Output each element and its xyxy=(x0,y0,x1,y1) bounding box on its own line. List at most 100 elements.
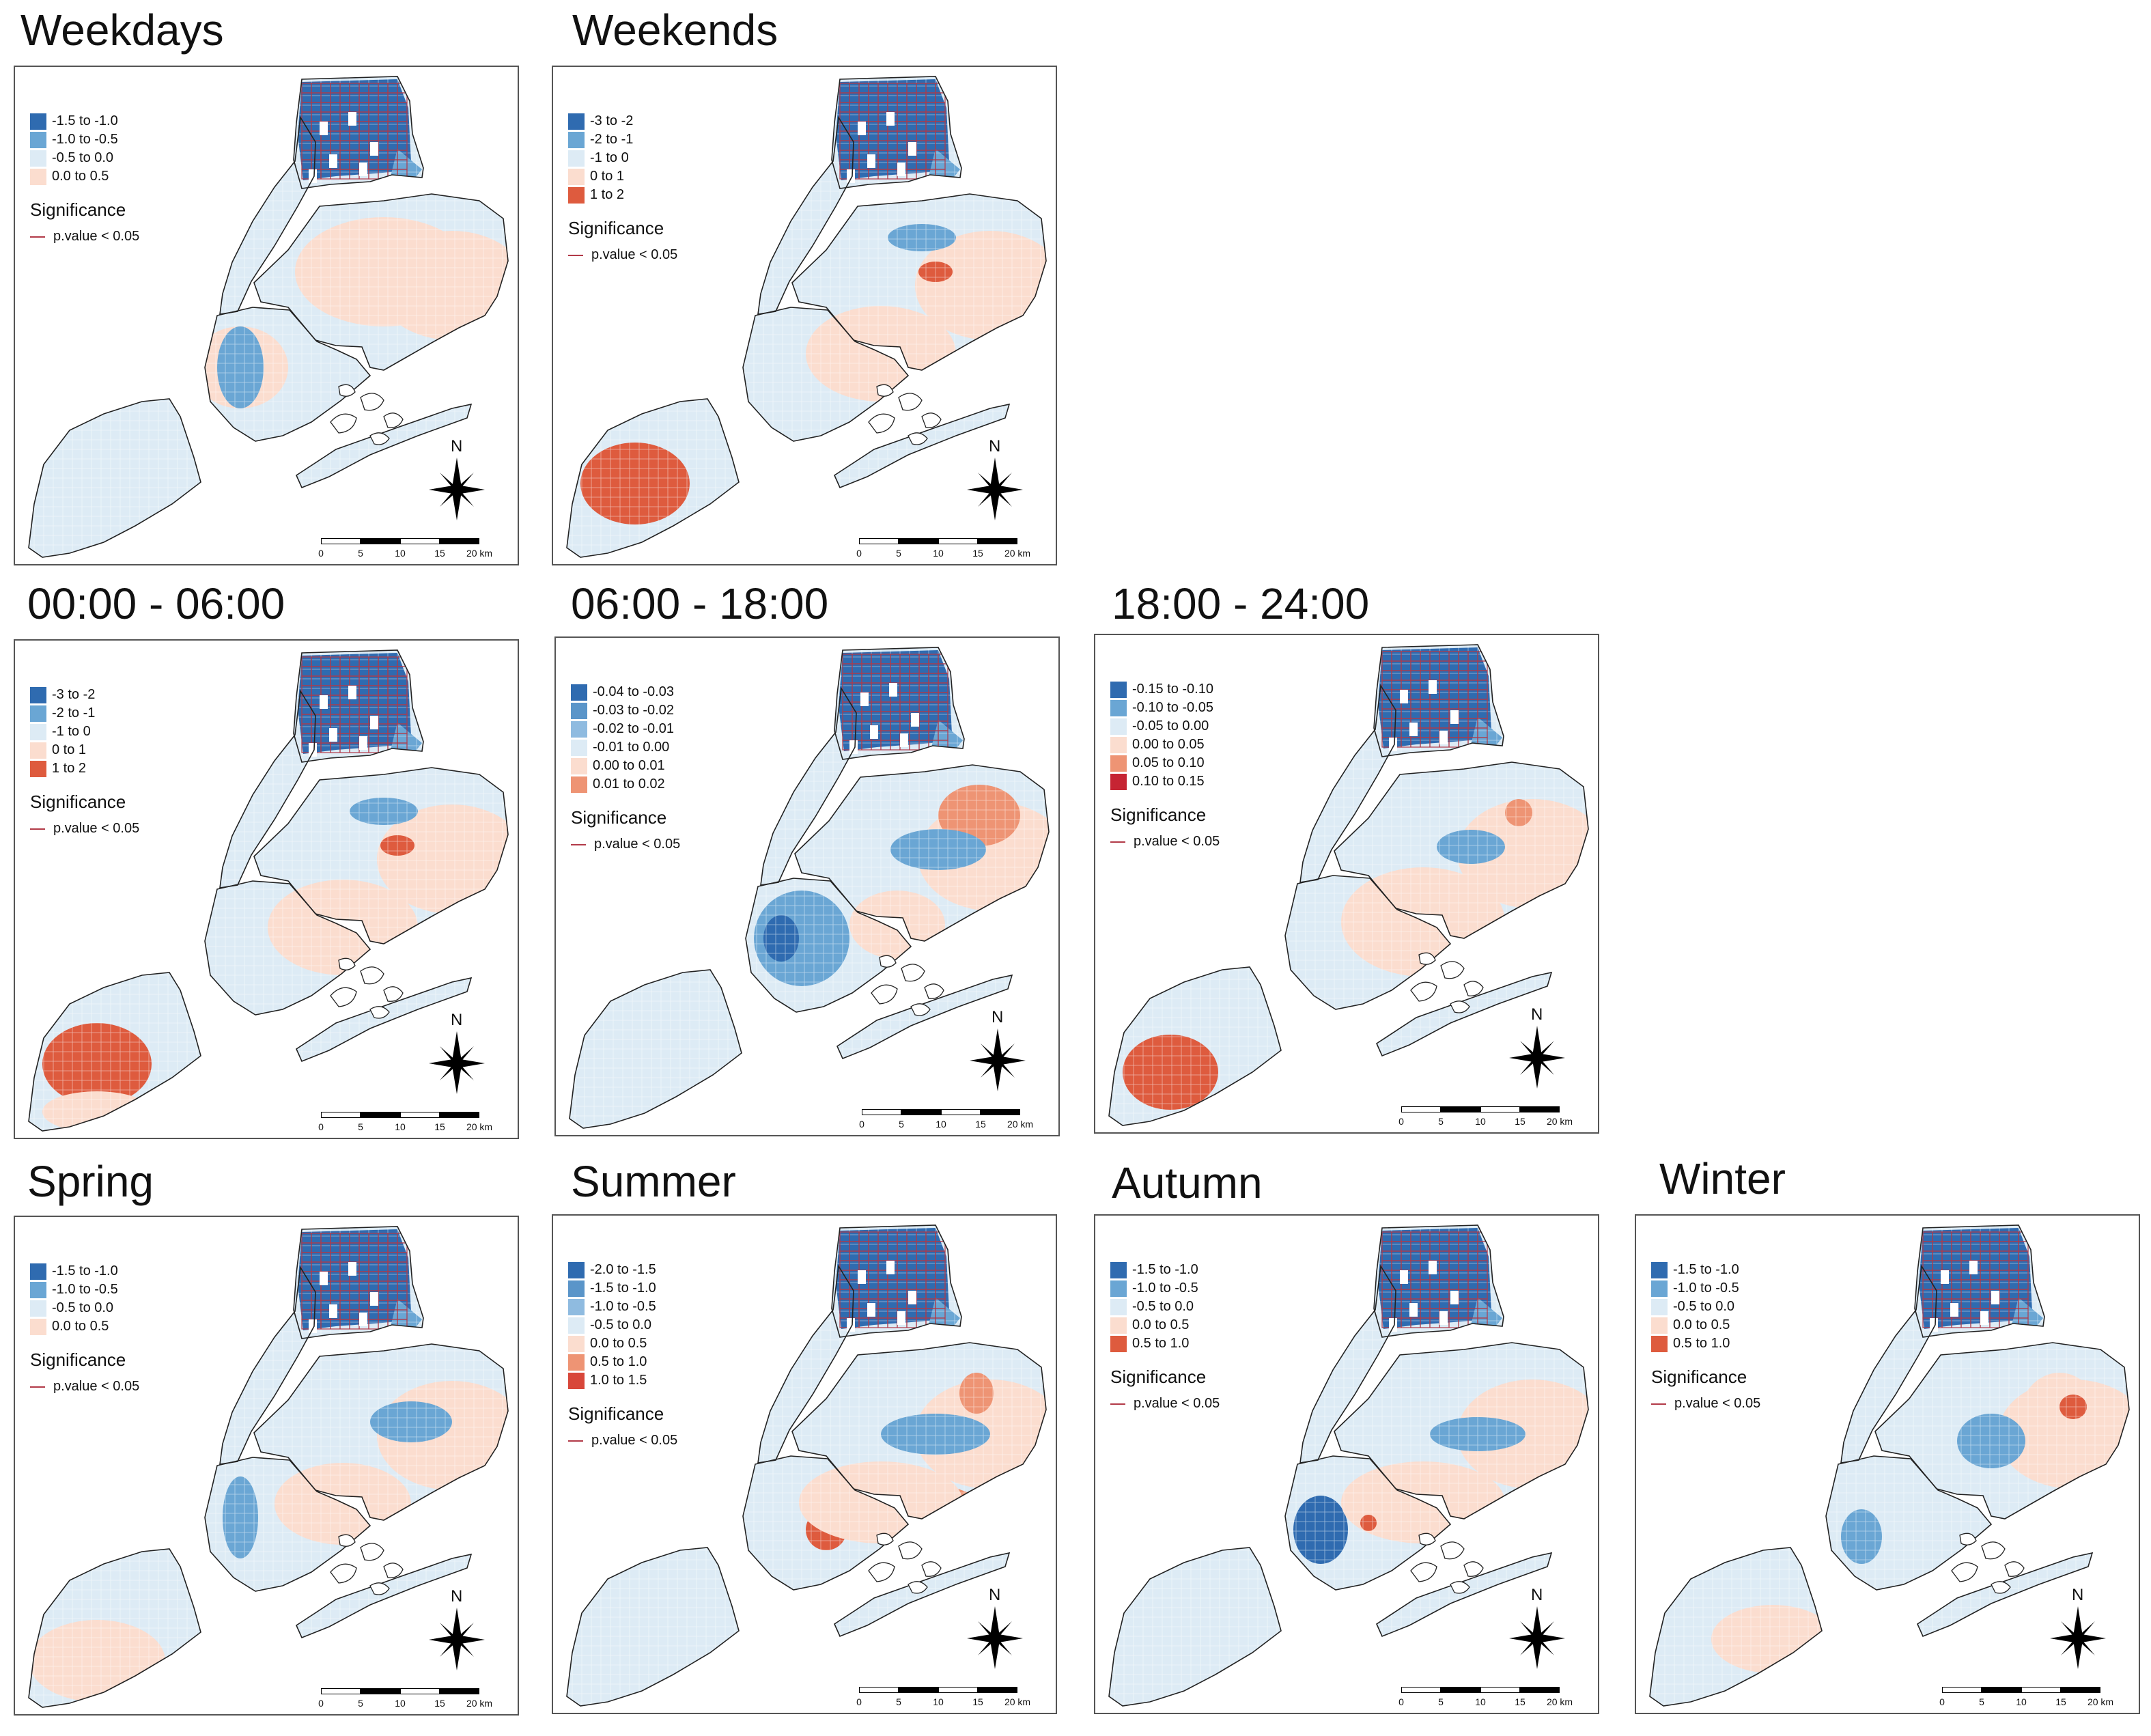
legend-row: 0.0 to 0.5 xyxy=(1110,1316,1220,1334)
legend-swatch xyxy=(568,1335,585,1352)
map-panel-spring: -1.5 to -1.0 -1.0 to -0.5 -0.5 to 0.0 0.0 t… xyxy=(14,1216,519,1716)
legend-swatch xyxy=(568,1372,585,1389)
legend-label: -1.0 to -0.5 xyxy=(1673,1280,1739,1296)
compass-icon xyxy=(429,1031,485,1094)
compass-point-n xyxy=(1532,1606,1542,1640)
significance-cells xyxy=(842,654,948,751)
legend-row: 1.0 to 1.5 xyxy=(568,1371,677,1390)
legend-label: 0.0 to 0.5 xyxy=(52,1319,109,1334)
bay-island xyxy=(330,413,357,434)
compass-point-e xyxy=(2075,1634,2106,1643)
scale-tick-label: 0 xyxy=(1939,1696,1945,1707)
scale-tick-label: 10 xyxy=(1475,1696,1486,1707)
compass-point-se xyxy=(995,1638,1012,1655)
no-data-cell xyxy=(359,736,367,750)
legend-label: -2.0 to -1.5 xyxy=(590,1262,656,1277)
bronx-edge xyxy=(931,720,963,754)
shade-patch xyxy=(223,1476,258,1558)
legend-row: 1 to 2 xyxy=(30,759,139,778)
compass-point-s xyxy=(452,488,462,520)
bronx-cluster xyxy=(1378,647,1491,748)
compass-point-ne xyxy=(2078,1621,2095,1639)
compass-point-se xyxy=(457,1639,474,1657)
north-label: N xyxy=(1531,1005,1543,1024)
outline-island xyxy=(1108,966,1282,1126)
legend-label: -0.02 to -0.01 xyxy=(593,721,674,736)
compass-icon xyxy=(429,458,485,520)
legend-row: -1.0 to -0.5 xyxy=(1110,1279,1220,1298)
bronx-cluster xyxy=(298,1229,411,1330)
legend-label: -1 to 0 xyxy=(52,724,91,739)
legend-label: 0.01 to 0.02 xyxy=(593,776,665,792)
outline-bronx xyxy=(834,647,965,760)
compass-point-sw xyxy=(978,1638,995,1655)
legend-row: -3 to -2 xyxy=(568,112,677,130)
outline-brooklyn xyxy=(1284,875,1452,1010)
legend-label: -3 to -2 xyxy=(52,687,96,702)
legend-label: 1 to 2 xyxy=(52,761,87,776)
scale-segment xyxy=(321,1688,361,1694)
no-data-cell xyxy=(897,163,905,176)
bay-island xyxy=(871,984,898,1005)
no-data-cell xyxy=(370,1292,378,1306)
bay-island xyxy=(1463,981,1484,996)
compass-point-nw xyxy=(1520,1041,1537,1059)
bronx-cluster xyxy=(298,653,411,754)
no-data-cell xyxy=(1409,723,1418,736)
scale-tick-label: 0 xyxy=(1398,1116,1404,1127)
scale-tick-label: 5 xyxy=(896,1696,901,1707)
scale-tick-label: 20 km xyxy=(466,548,493,559)
scale-bar: 0 5 10 15 20 km xyxy=(856,1687,1030,1713)
bay-island xyxy=(908,432,928,445)
bay-island xyxy=(360,966,384,985)
no-data-cell xyxy=(309,1319,317,1333)
shade-patch xyxy=(959,1373,994,1414)
scale-segment xyxy=(981,1109,1020,1115)
bay-island xyxy=(879,955,897,968)
legend-swatch xyxy=(568,168,585,185)
no-data-cell xyxy=(329,728,337,742)
bay-island xyxy=(1450,1581,1470,1594)
legend-label: -0.10 to -0.05 xyxy=(1132,700,1213,715)
bay-island xyxy=(901,964,925,982)
map-panel-weekends: -3 to -2 -2 to -1 -1 to 0 0 to 1 1 to 2 Signi… xyxy=(552,66,1057,565)
legend-row: -0.04 to -0.03 xyxy=(571,683,680,701)
significance-title: Significance xyxy=(1651,1367,1747,1387)
bronx-edge xyxy=(929,1298,960,1332)
scale-tick-label: 0 xyxy=(856,1696,862,1707)
bay-island xyxy=(868,413,895,434)
bay-island xyxy=(1440,961,1465,979)
legend-label: 0.10 to 0.15 xyxy=(1132,774,1205,789)
legend-label: -0.5 to 0.0 xyxy=(1673,1299,1735,1314)
bronx-cluster xyxy=(298,79,411,180)
scale-segment xyxy=(938,538,978,544)
bay-island xyxy=(369,1582,390,1595)
legend-row: -0.05 to 0.00 xyxy=(1110,717,1220,736)
compass-point-s xyxy=(1532,1636,1542,1669)
scale-bar: 0 5 10 15 20 km xyxy=(318,1688,492,1714)
legend-row: -1.5 to -1.0 xyxy=(568,1279,677,1298)
shade-patch xyxy=(1505,799,1532,826)
no-data-cell xyxy=(359,1313,367,1326)
borough-outlines xyxy=(566,1224,1047,1707)
scale-segment xyxy=(1401,1687,1441,1693)
shade-patch xyxy=(29,1620,165,1702)
legend-label: -1.5 to -1.0 xyxy=(590,1280,656,1296)
compass-icon xyxy=(967,458,1023,520)
legend-swatch xyxy=(1110,1335,1127,1352)
bay-island xyxy=(369,432,390,445)
legend-row: -0.01 to 0.00 xyxy=(571,738,680,757)
outline-queens xyxy=(1874,1342,2130,1520)
significance-title: Significance xyxy=(30,1349,126,1370)
borough-outlines xyxy=(1108,1224,1589,1707)
outline-island xyxy=(566,398,740,558)
scale-bar: 0 5 10 15 20 km xyxy=(318,1112,492,1138)
outline-brooklyn xyxy=(745,878,912,1013)
north-label: N xyxy=(451,1587,463,1606)
compass-point-n xyxy=(452,1031,462,1065)
legend-row: 0.01 to 0.02 xyxy=(571,775,680,794)
bronx-cluster xyxy=(839,650,952,751)
legend-swatch xyxy=(1651,1298,1668,1315)
compass-point-nw xyxy=(981,1044,998,1061)
legend-row: -0.10 to -0.05 xyxy=(1110,699,1220,717)
